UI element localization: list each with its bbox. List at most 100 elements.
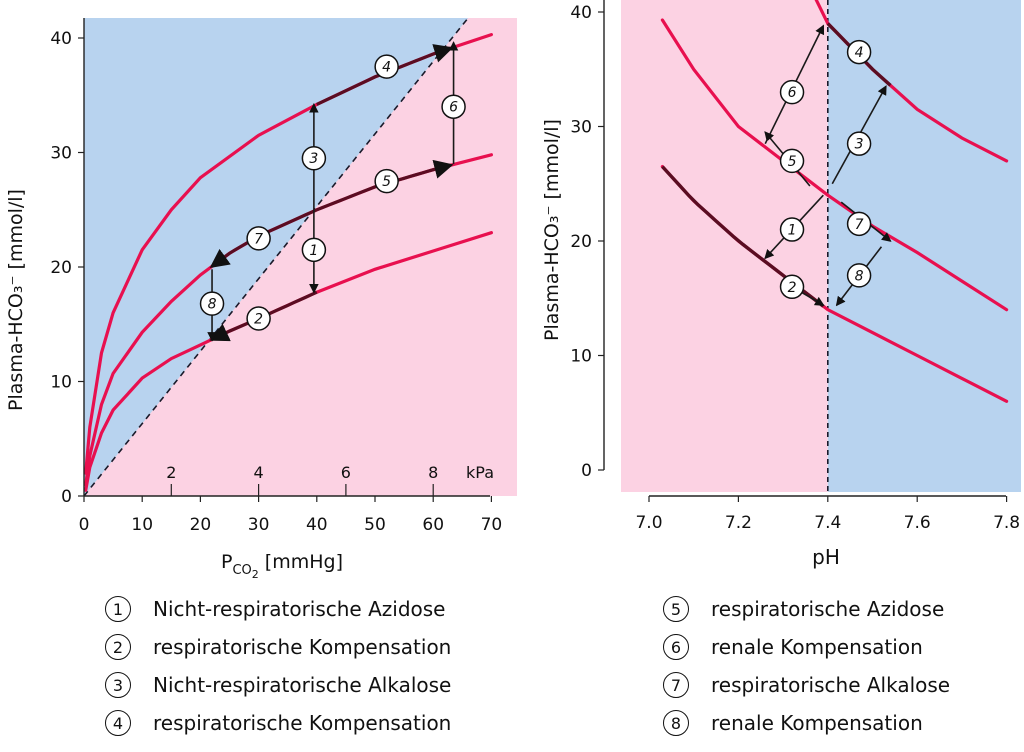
marker-circle (846, 263, 872, 288)
marker-circle (199, 291, 225, 316)
x-tick-label: 60 (422, 515, 444, 535)
marker-label: 4 (855, 45, 864, 61)
x-tick-label: 50 (364, 515, 386, 535)
marker-2: 2 (779, 274, 805, 300)
marker-circle (301, 237, 327, 263)
curve-2 (660, 18, 1009, 312)
marker-5: 5 (374, 168, 399, 194)
x-axis-label: PCO2 [mmHg] (221, 551, 343, 581)
marker-4: 4 (374, 54, 399, 79)
x-tick-label: 20 (190, 515, 212, 535)
x-tick-label: 7.0 (635, 513, 662, 533)
marker-label: 1 (788, 223, 797, 239)
x-tick-label: 0 (79, 515, 90, 535)
y-axis-label: Plasma-HCO₃⁻ [mmol/l] (5, 189, 27, 411)
isohydric-line (83, 17, 469, 497)
y-tick-label: 10 (50, 373, 72, 393)
legend-item: 2 respiratorische Kompensation (105, 634, 451, 660)
kpa-tick-label: 2 (166, 463, 176, 482)
marker-label: 8 (855, 268, 864, 284)
marker-label: 6 (449, 100, 458, 116)
marker-circle (779, 148, 805, 174)
marker-label: 8 (208, 297, 217, 313)
legend-item: 4 respiratorische Kompensation (105, 710, 451, 736)
marker-label: 6 (788, 85, 797, 101)
x-tick-label: 7.2 (725, 513, 752, 533)
legend-item: 3 Nicht-respiratorische Alkalose (105, 672, 451, 698)
curve-3 (84, 231, 493, 492)
legend-item: 1 Nicht-respiratorische Azidose (105, 596, 446, 622)
legend-item: 5 respiratorische Azidose (663, 596, 944, 622)
marker-circle (846, 131, 872, 156)
marker-circle (779, 79, 805, 105)
legend-number: 7 (663, 672, 689, 698)
marker-label: 2 (254, 312, 263, 328)
x-axis-label: pH (812, 545, 840, 569)
x-tick-label: 7.4 (814, 513, 841, 533)
y-tick-label: 30 (570, 118, 592, 138)
background-alkaline (827, 0, 1021, 492)
legend-number: 8 (663, 710, 689, 736)
marker-5: 5 (779, 148, 805, 174)
background-acid (621, 0, 828, 492)
marker-6: 6 (441, 94, 466, 119)
legend-number: 4 (105, 710, 131, 736)
legend-number: 6 (663, 634, 689, 660)
legend-text: renale Kompensation (711, 635, 923, 659)
marker-circle (779, 274, 805, 300)
legend-number: 5 (663, 596, 689, 622)
marker-7: 7 (246, 226, 271, 251)
kpa-tick-label: 4 (254, 463, 264, 482)
marker-label: 3 (855, 137, 864, 153)
legend-number: 3 (105, 672, 131, 698)
marker-label: 7 (254, 231, 263, 247)
legend-text: respiratorische Kompensation (153, 635, 452, 659)
marker-label: 5 (788, 154, 797, 170)
marker-circle (846, 39, 872, 65)
y-axis-label: Plasma-HCO₃⁻ [mmol/l] (541, 119, 563, 341)
marker-circle (846, 211, 872, 237)
marker-circle (374, 54, 399, 79)
marker-label: 2 (788, 280, 797, 296)
marker-label: 7 (855, 217, 864, 233)
marker-circle (374, 168, 399, 194)
marker-label: 1 (309, 243, 318, 259)
marker-6: 6 (779, 79, 805, 105)
marker-3: 3 (301, 145, 327, 171)
marker-circle (301, 145, 327, 171)
marker-label: 3 (309, 151, 318, 167)
marker-3: 3 (846, 131, 872, 156)
legend-item: 6 renale Kompensation (663, 634, 923, 660)
marker-circle (779, 217, 805, 242)
y-tick-label: 10 (570, 347, 592, 367)
x-tick-label: 40 (306, 515, 328, 535)
marker-4: 4 (846, 39, 872, 65)
legend-number: 1 (105, 596, 131, 622)
marker-7: 7 (846, 211, 872, 237)
y-tick-label: 0 (581, 461, 592, 481)
kpa-tick-label: 8 (428, 463, 438, 482)
x-tick-label: 7.8 (993, 513, 1020, 533)
y-tick-label: 40 (50, 29, 72, 49)
kpa-tick-label: 6 (341, 463, 351, 482)
y-tick-label: 30 (50, 144, 72, 164)
marker-2: 2 (246, 306, 271, 331)
marker-label: 4 (382, 60, 391, 76)
curve-1 (814, 0, 1009, 163)
legend-item: 8 renale Kompensation (663, 710, 923, 736)
marker-1: 1 (779, 217, 805, 242)
background-upper (84, 18, 469, 496)
marker-circle (246, 226, 271, 251)
legend-text: respiratorische Kompensation (153, 711, 452, 735)
legend-text: respiratorische Alkalose (711, 673, 951, 697)
y-tick-label: 40 (570, 3, 592, 23)
legend-text: Nicht-respiratorische Azidose (153, 597, 446, 621)
x-tick-label: 7.6 (904, 513, 931, 533)
marker-8: 8 (846, 263, 872, 288)
marker-8: 8 (199, 291, 225, 316)
legend-text: renale Kompensation (711, 711, 923, 735)
y-tick-label: 20 (570, 232, 592, 252)
x-tick-label: 10 (131, 515, 153, 535)
legend-number: 2 (105, 634, 131, 660)
